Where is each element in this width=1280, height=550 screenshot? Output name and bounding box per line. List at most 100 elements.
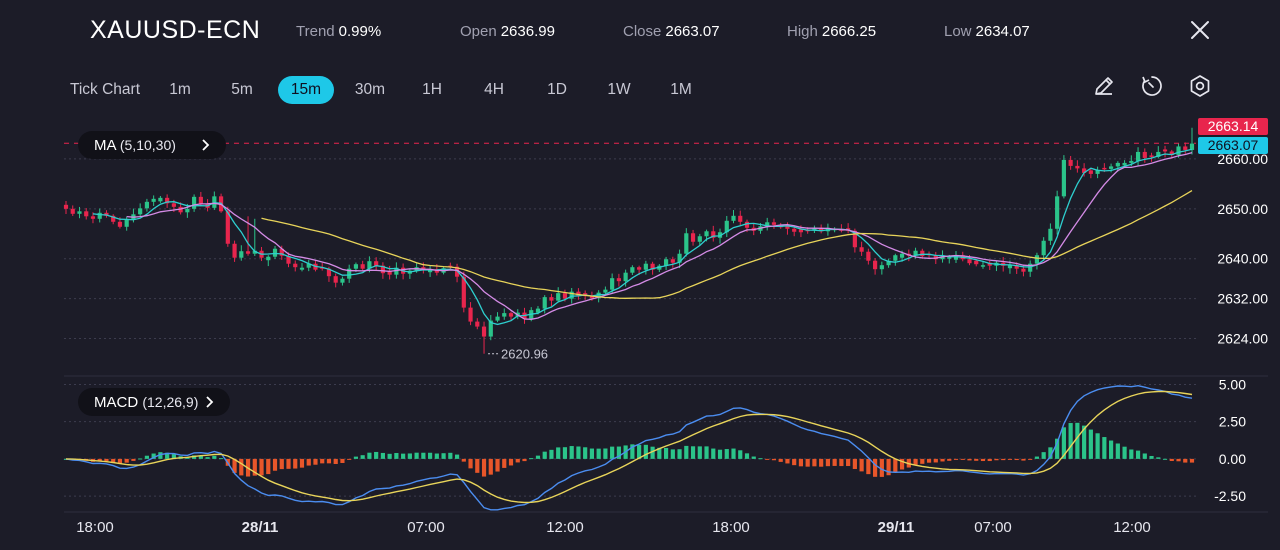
timeframe-5m[interactable]: 5m — [231, 81, 253, 98]
candle-body — [859, 247, 864, 252]
macd-histogram-bar — [933, 458, 938, 463]
timeframe-tick-chart[interactable]: Tick Chart — [69, 81, 141, 98]
candle-body — [731, 215, 736, 221]
macd-histogram-bar — [886, 458, 891, 476]
macd-histogram-bar — [1028, 458, 1033, 460]
timeframe-1mo[interactable]: 1M — [670, 81, 692, 98]
candle-body — [866, 251, 871, 261]
candle-body — [852, 230, 857, 248]
timeframe-1d[interactable]: 1D — [547, 81, 567, 98]
macd-y-tick-label: 2.50 — [1219, 414, 1246, 430]
candle-body — [360, 264, 365, 269]
candle-body — [192, 196, 197, 209]
timer-icon[interactable] — [1140, 74, 1164, 98]
macd-histogram-bar — [744, 453, 750, 459]
macd-histogram-bar — [1162, 458, 1168, 460]
candle-body — [117, 221, 123, 227]
macd-histogram-bar — [502, 458, 507, 468]
stat-value: 2634.07 — [975, 23, 1030, 40]
macd-y-tick-label: 0.00 — [1219, 451, 1246, 467]
candle-body — [245, 251, 251, 254]
macd-histogram-bar — [448, 452, 453, 459]
macd-label: MACD — [94, 394, 139, 411]
candle-body — [1169, 151, 1174, 155]
candle-body — [138, 208, 143, 215]
candle-body — [454, 266, 460, 277]
macd-histogram-bar — [198, 455, 203, 459]
macd-histogram-bar — [603, 448, 608, 459]
macd-histogram-bar — [124, 458, 129, 463]
ma-line-ma30 — [261, 190, 1193, 299]
macd-histogram-bar — [1041, 452, 1046, 459]
candle-body — [697, 236, 702, 242]
macd-histogram-bar — [508, 458, 514, 466]
candle-body — [461, 276, 466, 308]
candle-body — [792, 228, 797, 232]
stat-low: Low 2634.07 — [944, 23, 1030, 40]
candle-body — [980, 265, 986, 267]
ma-indicator-pill[interactable]: MA (5,10,30) — [78, 131, 226, 159]
candle-body — [333, 276, 338, 283]
settings-icon[interactable] — [1188, 74, 1212, 98]
timeframe-30m[interactable]: 30m — [354, 81, 386, 98]
candle-body — [893, 255, 898, 261]
low-marker-label: 2620.96 — [501, 347, 548, 362]
macd-histogram-bar — [394, 453, 399, 459]
macd-histogram-bar — [994, 458, 999, 461]
candle-body — [502, 313, 507, 317]
timeframe-4h[interactable]: 4H — [484, 81, 504, 98]
macd-histogram-bar — [1082, 425, 1087, 459]
candle-body — [84, 211, 89, 217]
signal-line — [65, 390, 1193, 504]
header-bar: XAUUSD-ECN Trend 0.99% Open 2636.99 Close 2… — [0, 0, 1280, 62]
x-tick-label: 07:00 — [407, 519, 445, 536]
macd-histogram-bar — [960, 458, 965, 460]
macd-histogram-bar — [522, 458, 527, 462]
timeframe-1w[interactable]: 1W — [607, 81, 631, 98]
candle-body — [272, 248, 278, 257]
candle-body — [1021, 268, 1026, 272]
macd-histogram-bar — [1007, 458, 1013, 460]
macd-histogram-bar — [320, 458, 325, 464]
macd-histogram-bar — [940, 458, 945, 462]
candle-body — [913, 250, 918, 256]
candle-body — [508, 313, 514, 317]
ma-params: (5,10,30) — [119, 137, 176, 153]
macd-histogram-bar — [610, 446, 615, 459]
timeframe-15m[interactable]: 15m — [278, 76, 334, 104]
macd-histogram-bar — [367, 452, 372, 459]
close-icon[interactable] — [1186, 16, 1214, 44]
macd-histogram-bar — [832, 458, 837, 466]
macd-histogram-bar — [131, 458, 136, 461]
candle-body — [1055, 196, 1060, 229]
timeframe-1m[interactable]: 1m — [169, 81, 191, 98]
x-tick-label: 07:00 — [974, 519, 1012, 536]
candle-body — [589, 296, 595, 299]
macd-histogram-bar — [171, 454, 176, 459]
macd-histogram-bar — [583, 447, 588, 459]
macd-histogram-bar — [879, 458, 884, 477]
candle-body — [151, 198, 156, 202]
macd-histogram-bar — [980, 458, 986, 462]
macd-histogram-bar — [151, 453, 156, 459]
candle-body — [421, 267, 426, 270]
candle-body — [717, 232, 723, 238]
macd-histogram-bar — [165, 452, 170, 459]
pencil-icon[interactable] — [1092, 74, 1116, 98]
macd-histogram-bar — [717, 449, 723, 459]
macd-y-tick-label: 5.00 — [1219, 376, 1246, 392]
timeframe-1h[interactable]: 1H — [422, 81, 442, 98]
candle-body — [1183, 146, 1188, 150]
candle-body — [798, 229, 804, 233]
macd-params: (12,26,9) — [142, 394, 199, 410]
candle-body — [933, 255, 938, 260]
candle-body — [1189, 143, 1195, 150]
macd-histogram-bar — [738, 450, 743, 459]
candle-body — [347, 268, 352, 279]
macd-histogram-bar — [488, 458, 493, 475]
macd-histogram-bar — [1001, 458, 1006, 461]
candle-body — [104, 212, 109, 216]
macd-histogram-bar — [192, 455, 197, 459]
macd-indicator-pill[interactable]: MACD (12,26,9) — [78, 388, 230, 416]
